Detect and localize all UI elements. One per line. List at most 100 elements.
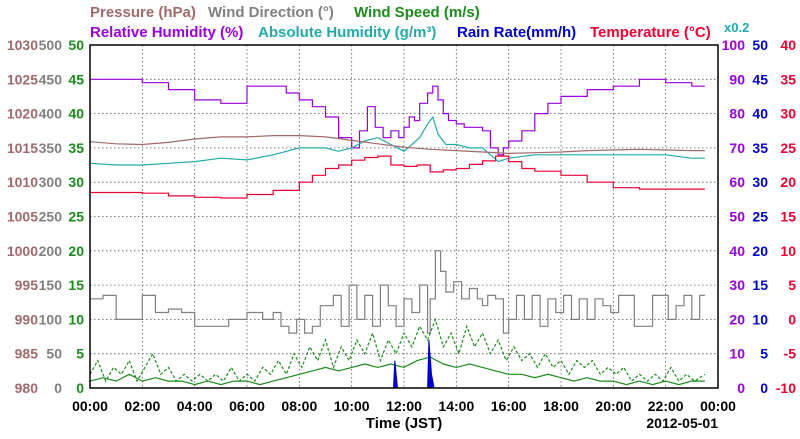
y-tick-label-rain-rate: 10 <box>752 311 768 327</box>
x-tick-label: 02:00 <box>124 398 160 414</box>
y-tick-label-temperature: 25 <box>780 140 796 156</box>
y-tick-label-wind-speed: 40 <box>68 106 84 122</box>
legend-entry: Pressure (hPa) <box>90 4 196 21</box>
legend-entry: Wind Speed (m/s) <box>354 4 480 21</box>
x-tick-label: 14:00 <box>438 398 474 414</box>
x-tick-label: 22:00 <box>648 398 684 414</box>
legend-entry: Relative Humidity (%) <box>90 24 243 41</box>
y-tick-label-wind-speed: 45 <box>68 71 84 87</box>
legend-multiplier-note: x0.2 <box>724 20 749 35</box>
y-tick-label-temperature: -5 <box>784 346 797 362</box>
y-tick-label-wind-speed: 25 <box>68 209 84 225</box>
y-tick-label-rain-rate: 30 <box>752 174 768 190</box>
y-tick-label-wind-direction: 350 <box>39 140 63 156</box>
y-tick-label-relative-humidity: 90 <box>729 71 745 87</box>
y-tick-label-temperature: 40 <box>780 37 796 53</box>
y-tick-label-rain-rate: 45 <box>752 71 768 87</box>
y-tick-label-rain-rate: 15 <box>752 277 768 293</box>
y-tick-label-wind-speed: 35 <box>68 140 84 156</box>
y-tick-label-temperature: -10 <box>776 380 796 396</box>
series-relative-humidity-line <box>90 78 705 156</box>
y-tick-label-rain-rate: 5 <box>760 346 768 362</box>
y-tick-label-wind-speed: 15 <box>68 277 84 293</box>
y-tick-label-wind-direction: 250 <box>39 209 63 225</box>
y-tick-label-relative-humidity: 60 <box>729 174 745 190</box>
legend-entry: Wind Direction (°) <box>208 4 334 21</box>
y-tick-label-wind-direction: 0 <box>54 380 62 396</box>
y-tick-label-wind-direction: 200 <box>39 243 63 259</box>
legend-entry: Temperature (°C) <box>590 24 711 41</box>
series-wind-speed-m-s-line <box>89 356 705 386</box>
y-tick-label-rain-rate: 25 <box>752 209 768 225</box>
y-tick-label-relative-humidity: 80 <box>729 106 745 122</box>
y-tick-label-rain-rate: 20 <box>752 243 768 259</box>
y-tick-label-wind-speed: 50 <box>68 37 84 53</box>
y-tick-label-temperature: 35 <box>780 71 796 87</box>
y-tick-label-wind-direction: 100 <box>39 311 63 327</box>
y-tick-label-rain-rate: 0 <box>760 380 768 396</box>
x-tick-label: 20:00 <box>595 398 631 414</box>
y-tick-label-rain-rate: 35 <box>752 140 768 156</box>
series-pressure-hpa-line <box>89 135 705 155</box>
y-tick-label-rain-rate: 40 <box>752 106 768 122</box>
y-tick-label-wind-direction: 300 <box>39 174 63 190</box>
series-absolute-humidity-g-m-line <box>89 115 705 166</box>
y-tick-label-relative-humidity: 10 <box>729 346 745 362</box>
y-tick-label-wind-speed: 0 <box>76 380 84 396</box>
plot-frame <box>89 44 719 389</box>
date-label: 2012-05-01 <box>646 415 718 431</box>
y-tick-label-temperature: 30 <box>780 106 796 122</box>
y-tick-label-relative-humidity: 20 <box>729 311 745 327</box>
y-tick-label-wind-direction: 500 <box>39 37 63 53</box>
y-tick-label-temperature: 15 <box>780 209 796 225</box>
y-tick-label-relative-humidity: 100 <box>722 37 746 53</box>
y-tick-label-wind-speed: 10 <box>68 311 84 327</box>
legend-entry: Absolute Humidity (g/m³) <box>258 24 436 41</box>
y-tick-label-pressure: 985 <box>15 346 39 362</box>
y-tick-label-relative-humidity: 30 <box>729 277 745 293</box>
y-tick-label-temperature: 10 <box>780 243 796 259</box>
y-tick-label-wind-speed: 30 <box>68 174 84 190</box>
y-tick-label-wind-speed: 5 <box>76 346 84 362</box>
x-tick-label: 16:00 <box>491 398 527 414</box>
y-tick-label-pressure: 1020 <box>7 106 38 122</box>
x-tick-label: 12:00 <box>386 398 422 414</box>
y-tick-label-pressure: 990 <box>15 311 39 327</box>
y-tick-label-wind-direction: 150 <box>39 277 63 293</box>
y-tick-label-rain-rate: 50 <box>752 37 768 53</box>
x-tick-label: 18:00 <box>543 398 579 414</box>
y-tick-label-temperature: 5 <box>788 277 796 293</box>
y-tick-label-pressure: 1000 <box>7 243 38 259</box>
y-tick-label-relative-humidity: 50 <box>729 209 745 225</box>
y-tick-label-relative-humidity: 40 <box>729 243 745 259</box>
x-axis-label: Time (JST) <box>366 415 442 432</box>
y-tick-label-pressure: 995 <box>15 277 39 293</box>
series-wind-direction-line <box>90 250 705 334</box>
y-tick-label-relative-humidity: 70 <box>729 140 745 156</box>
y-tick-label-wind-direction: 400 <box>39 106 63 122</box>
series-wind-speed-m-s-line <box>89 317 706 383</box>
y-tick-label-pressure: 980 <box>15 380 39 396</box>
y-tick-label-pressure: 1010 <box>7 174 38 190</box>
series-temperature-c-line <box>90 155 705 199</box>
y-tick-label-temperature: 20 <box>780 174 796 190</box>
series-rain-rate-mm-h-area <box>392 339 435 389</box>
y-tick-label-relative-humidity: 0 <box>737 380 745 396</box>
y-tick-label-temperature: 0 <box>788 311 796 327</box>
x-tick-label: 00:00 <box>72 398 108 414</box>
y-tick-label-pressure: 1030 <box>7 37 38 53</box>
x-tick-label: 06:00 <box>229 398 265 414</box>
x-tick-label: 10:00 <box>334 398 370 414</box>
y-tick-label-pressure: 1005 <box>7 209 38 225</box>
x-tick-label: 04:00 <box>177 398 213 414</box>
y-tick-label-wind-speed: 20 <box>68 243 84 259</box>
y-tick-label-pressure: 1025 <box>7 71 38 87</box>
y-tick-label-wind-direction: 50 <box>46 346 62 362</box>
y-tick-label-pressure: 1015 <box>7 140 38 156</box>
x-tick-label: 00:00 <box>700 398 736 414</box>
x-tick-label: 08:00 <box>281 398 317 414</box>
legend-entry: Rain Rate(mm/h) <box>457 24 576 41</box>
y-tick-label-wind-direction: 450 <box>39 71 63 87</box>
